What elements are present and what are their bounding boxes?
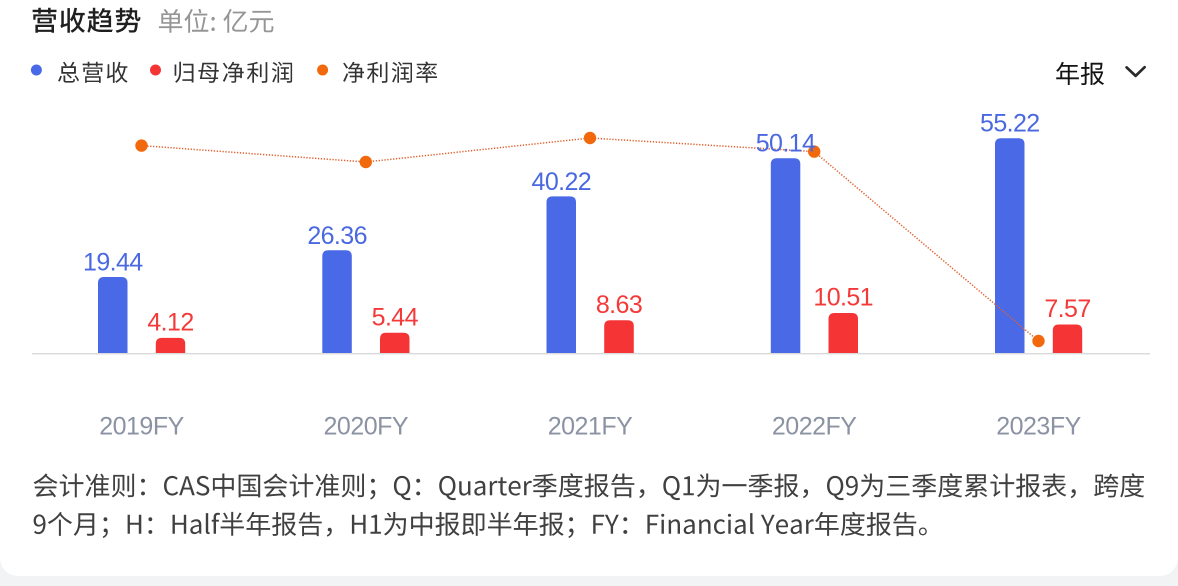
svg-text:50.14: 50.14 — [756, 130, 816, 158]
svg-text:2022FY: 2022FY — [772, 413, 857, 441]
svg-text:2020FY: 2020FY — [324, 413, 409, 441]
svg-text:40.22: 40.22 — [532, 168, 592, 196]
svg-text:26.36: 26.36 — [307, 222, 367, 250]
svg-text:5.44: 5.44 — [372, 303, 419, 331]
svg-text:10.51: 10.51 — [813, 284, 873, 312]
svg-text:2023FY: 2023FY — [996, 413, 1081, 441]
svg-text:7.57: 7.57 — [1044, 295, 1090, 323]
svg-text:55.22: 55.22 — [980, 110, 1040, 138]
svg-text:8.63: 8.63 — [596, 291, 642, 319]
svg-text:2021FY: 2021FY — [548, 413, 633, 441]
svg-text:19.44: 19.44 — [83, 249, 143, 277]
svg-text:2019FY: 2019FY — [99, 413, 184, 441]
svg-text:4.12: 4.12 — [147, 308, 193, 336]
